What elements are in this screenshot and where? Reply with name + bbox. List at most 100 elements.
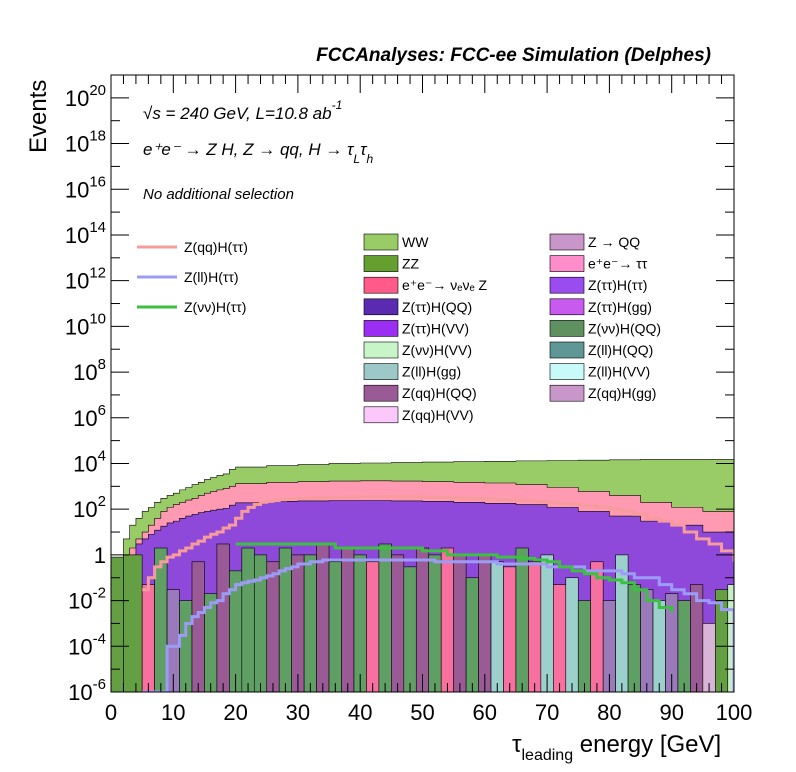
legend-label: Z → QQ (588, 234, 640, 250)
svg-text:τleading energy [GeV]: τleading energy [GeV] (512, 731, 721, 764)
y-tick-label: 1 (94, 543, 106, 568)
legend-label: Z(qq)H(gg) (588, 385, 656, 401)
stack-bar (565, 577, 579, 692)
stack-bar (266, 561, 280, 692)
legend-backgrounds: WW ZZ e⁺e⁻→ νₑνₑ Z Z(ττ)H(QQ) Z(ττ)H(VV) Z(νν… (363, 233, 661, 424)
stack-bar (553, 584, 567, 692)
stack-bar (353, 554, 367, 692)
stack-bar (540, 554, 554, 692)
legend-label: ZZ (402, 256, 420, 272)
legend-signals: Z(qq)H(ττ) Z(ll)H(ττ) Z(νν)H(ττ) (137, 239, 248, 315)
x-axis-label: τleading energy [GeV] (512, 731, 721, 764)
y-tick-label: 10-2 (68, 585, 106, 614)
legend-swatch (363, 384, 399, 402)
legend-label: Z(ll)H(gg) (402, 364, 461, 380)
legend-swatch (363, 233, 399, 251)
legend-swatch (363, 276, 399, 294)
x-tick-label: 0 (105, 700, 117, 725)
legend-label: e⁺e⁻→ νₑνₑ Z (402, 277, 488, 293)
signal-line-0 (142, 495, 734, 592)
legend-swatch (363, 406, 399, 424)
stack-bar (627, 584, 641, 692)
x-axis-label-sub: leading (521, 747, 573, 764)
stack-bar (191, 561, 205, 692)
x-axis: 0 10 20 30 40 50 60 70 80 90 100 (105, 75, 752, 725)
stack-bar (341, 547, 355, 692)
chart-title: FCCAnalyses: FCC-ee Simulation (Delphes) (316, 45, 711, 66)
legend-line-label: Z(qq)H(ττ) (184, 239, 248, 255)
legend-swatch (549, 233, 585, 251)
legend-swatch (549, 255, 585, 272)
x-tick-label: 90 (659, 700, 683, 725)
legend-swatch (363, 363, 399, 380)
x-tick-label: 70 (535, 700, 559, 725)
plot-area (111, 459, 734, 692)
stack-bar (179, 600, 193, 692)
legend-swatch (363, 341, 399, 359)
legend-label: Z(νν)H(QQ) (588, 320, 661, 336)
stack-bar (490, 561, 504, 692)
stack-bar (515, 547, 529, 692)
legend-label: e⁺e⁻→ ττ (588, 256, 648, 272)
x-tick-label: 10 (161, 700, 185, 725)
y-tick-label: 108 (73, 356, 106, 385)
signal-line-2 (235, 542, 674, 613)
stack-bar (291, 554, 305, 692)
legend-swatch (549, 384, 585, 402)
stack-bar (378, 543, 392, 692)
stack-bar (428, 554, 442, 692)
stack-bar (702, 623, 716, 692)
x-tick-label: 100 (716, 700, 753, 725)
legend-swatch (549, 298, 585, 316)
stack-bar (141, 584, 155, 692)
stack-bar (590, 561, 604, 692)
y-tick-label: 102 (73, 493, 106, 522)
stack-bar (478, 554, 492, 692)
stack-bar (154, 547, 168, 692)
y-tick-label: 104 (73, 447, 106, 476)
y-tick-label: 10-6 (68, 676, 106, 705)
legend-label: WW (402, 234, 429, 250)
stack-bar (123, 554, 143, 692)
x-tick-label: 30 (286, 700, 310, 725)
x-tick-label: 40 (348, 700, 372, 725)
stack-bar (216, 543, 230, 692)
y-tick-label: 1014 (65, 219, 106, 248)
stack-bar (316, 543, 330, 692)
stack-bar (453, 554, 467, 692)
legend-swatch (363, 320, 399, 337)
legend-label: Z(qq)H(VV) (402, 407, 474, 423)
legend-line-label: Z(νν)H(ττ) (184, 299, 246, 315)
stack-bar (577, 600, 592, 692)
stack-bar (328, 561, 342, 692)
stack-bar (415, 547, 430, 692)
x-axis-label-symbol: τ (512, 731, 522, 758)
y-tick-label: 1010 (65, 310, 106, 339)
legend-label: Z(ll)H(QQ) (588, 342, 653, 358)
signal-line-1 (142, 558, 734, 692)
x-axis-label-rest: energy [GeV] (573, 731, 721, 758)
stack-bar (241, 547, 255, 692)
legend-label: Z(ll)H(VV) (588, 364, 650, 380)
legend-label: Z(ττ)H(QQ) (402, 299, 472, 315)
legend-swatch (549, 341, 585, 359)
y-tick-label: 1012 (65, 265, 106, 294)
legend-swatch (549, 363, 585, 380)
y-tick-label: 1018 (65, 128, 106, 157)
x-tick-label: 20 (223, 700, 247, 725)
y-tick-label: 1016 (65, 173, 106, 202)
y-tick-label: 1020 (65, 82, 106, 111)
stack-bar (615, 554, 629, 692)
annotation-process: e⁺e⁻ → Z H, Z → qq, H → τLτh (143, 140, 373, 166)
legend-label: Z(ττ)H(ττ) (588, 277, 647, 293)
annotation-energy: √s = 240 GeV, L=10.8 ab-1 (143, 98, 342, 123)
x-tick-label: 50 (410, 700, 434, 725)
legend-swatch (363, 298, 399, 316)
stack-bar (303, 554, 317, 692)
annotation-selection: No additional selection (143, 186, 294, 203)
legend-label: Z(qq)H(QQ) (402, 385, 477, 401)
stack-bar (465, 577, 479, 692)
legend-label: Z(ττ)H(gg) (588, 299, 652, 315)
